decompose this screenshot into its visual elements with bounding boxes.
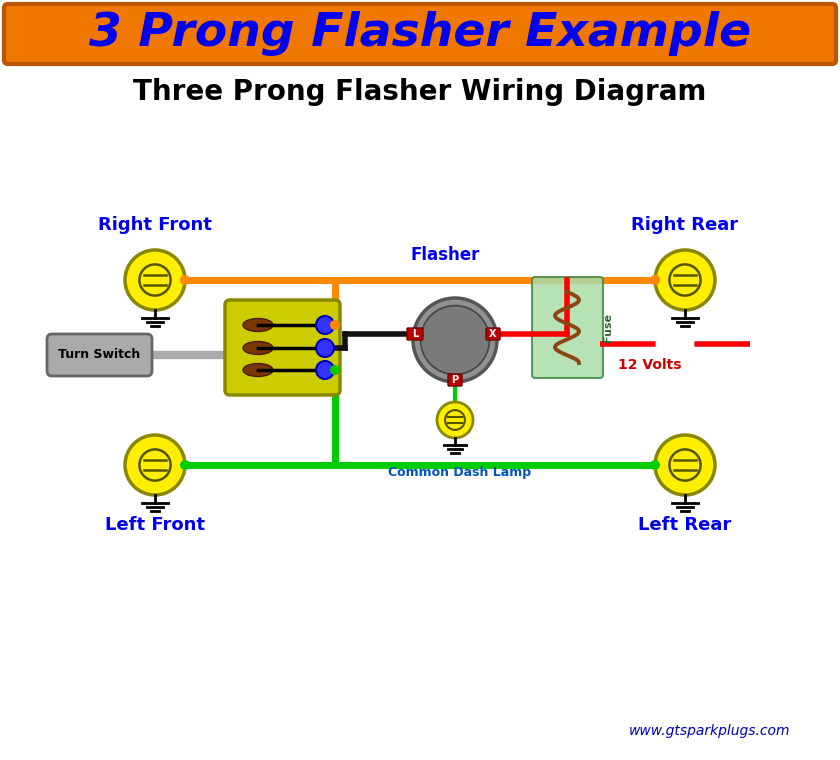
- Text: P: P: [451, 375, 459, 385]
- Ellipse shape: [243, 341, 273, 354]
- Circle shape: [180, 275, 190, 285]
- Circle shape: [330, 365, 340, 375]
- Ellipse shape: [243, 318, 273, 331]
- Circle shape: [330, 320, 340, 330]
- FancyBboxPatch shape: [407, 328, 423, 340]
- Circle shape: [650, 460, 660, 470]
- Circle shape: [125, 250, 185, 310]
- Text: Left Rear: Left Rear: [638, 516, 732, 534]
- Circle shape: [655, 250, 715, 310]
- FancyBboxPatch shape: [532, 277, 603, 378]
- Text: 12 Volts: 12 Volts: [618, 358, 682, 372]
- Ellipse shape: [243, 363, 273, 376]
- Circle shape: [421, 306, 490, 375]
- Text: Fuse: Fuse: [603, 313, 613, 343]
- Circle shape: [316, 361, 334, 379]
- Circle shape: [180, 460, 190, 470]
- FancyBboxPatch shape: [47, 334, 152, 376]
- Text: 3 Prong Flasher Example: 3 Prong Flasher Example: [89, 11, 751, 56]
- Text: X: X: [489, 329, 496, 339]
- Text: Common Dash Lamp: Common Dash Lamp: [388, 466, 532, 479]
- Text: Turn Switch: Turn Switch: [58, 349, 140, 362]
- Text: L: L: [412, 329, 418, 339]
- Circle shape: [316, 316, 334, 334]
- Text: Three Prong Flasher Wiring Diagram: Three Prong Flasher Wiring Diagram: [134, 78, 706, 106]
- Text: www.gtsparkplugs.com: www.gtsparkplugs.com: [628, 724, 790, 738]
- Circle shape: [125, 435, 185, 495]
- Text: Flasher: Flasher: [410, 246, 480, 264]
- Text: Right Front: Right Front: [98, 216, 212, 234]
- FancyBboxPatch shape: [4, 4, 836, 64]
- Circle shape: [650, 275, 660, 285]
- FancyBboxPatch shape: [225, 300, 340, 395]
- FancyBboxPatch shape: [486, 328, 500, 340]
- Circle shape: [655, 435, 715, 495]
- FancyBboxPatch shape: [448, 374, 462, 386]
- Text: Right Rear: Right Rear: [632, 216, 738, 234]
- Circle shape: [437, 402, 473, 438]
- Circle shape: [316, 339, 334, 357]
- Circle shape: [413, 298, 497, 382]
- Text: Left Front: Left Front: [105, 516, 205, 534]
